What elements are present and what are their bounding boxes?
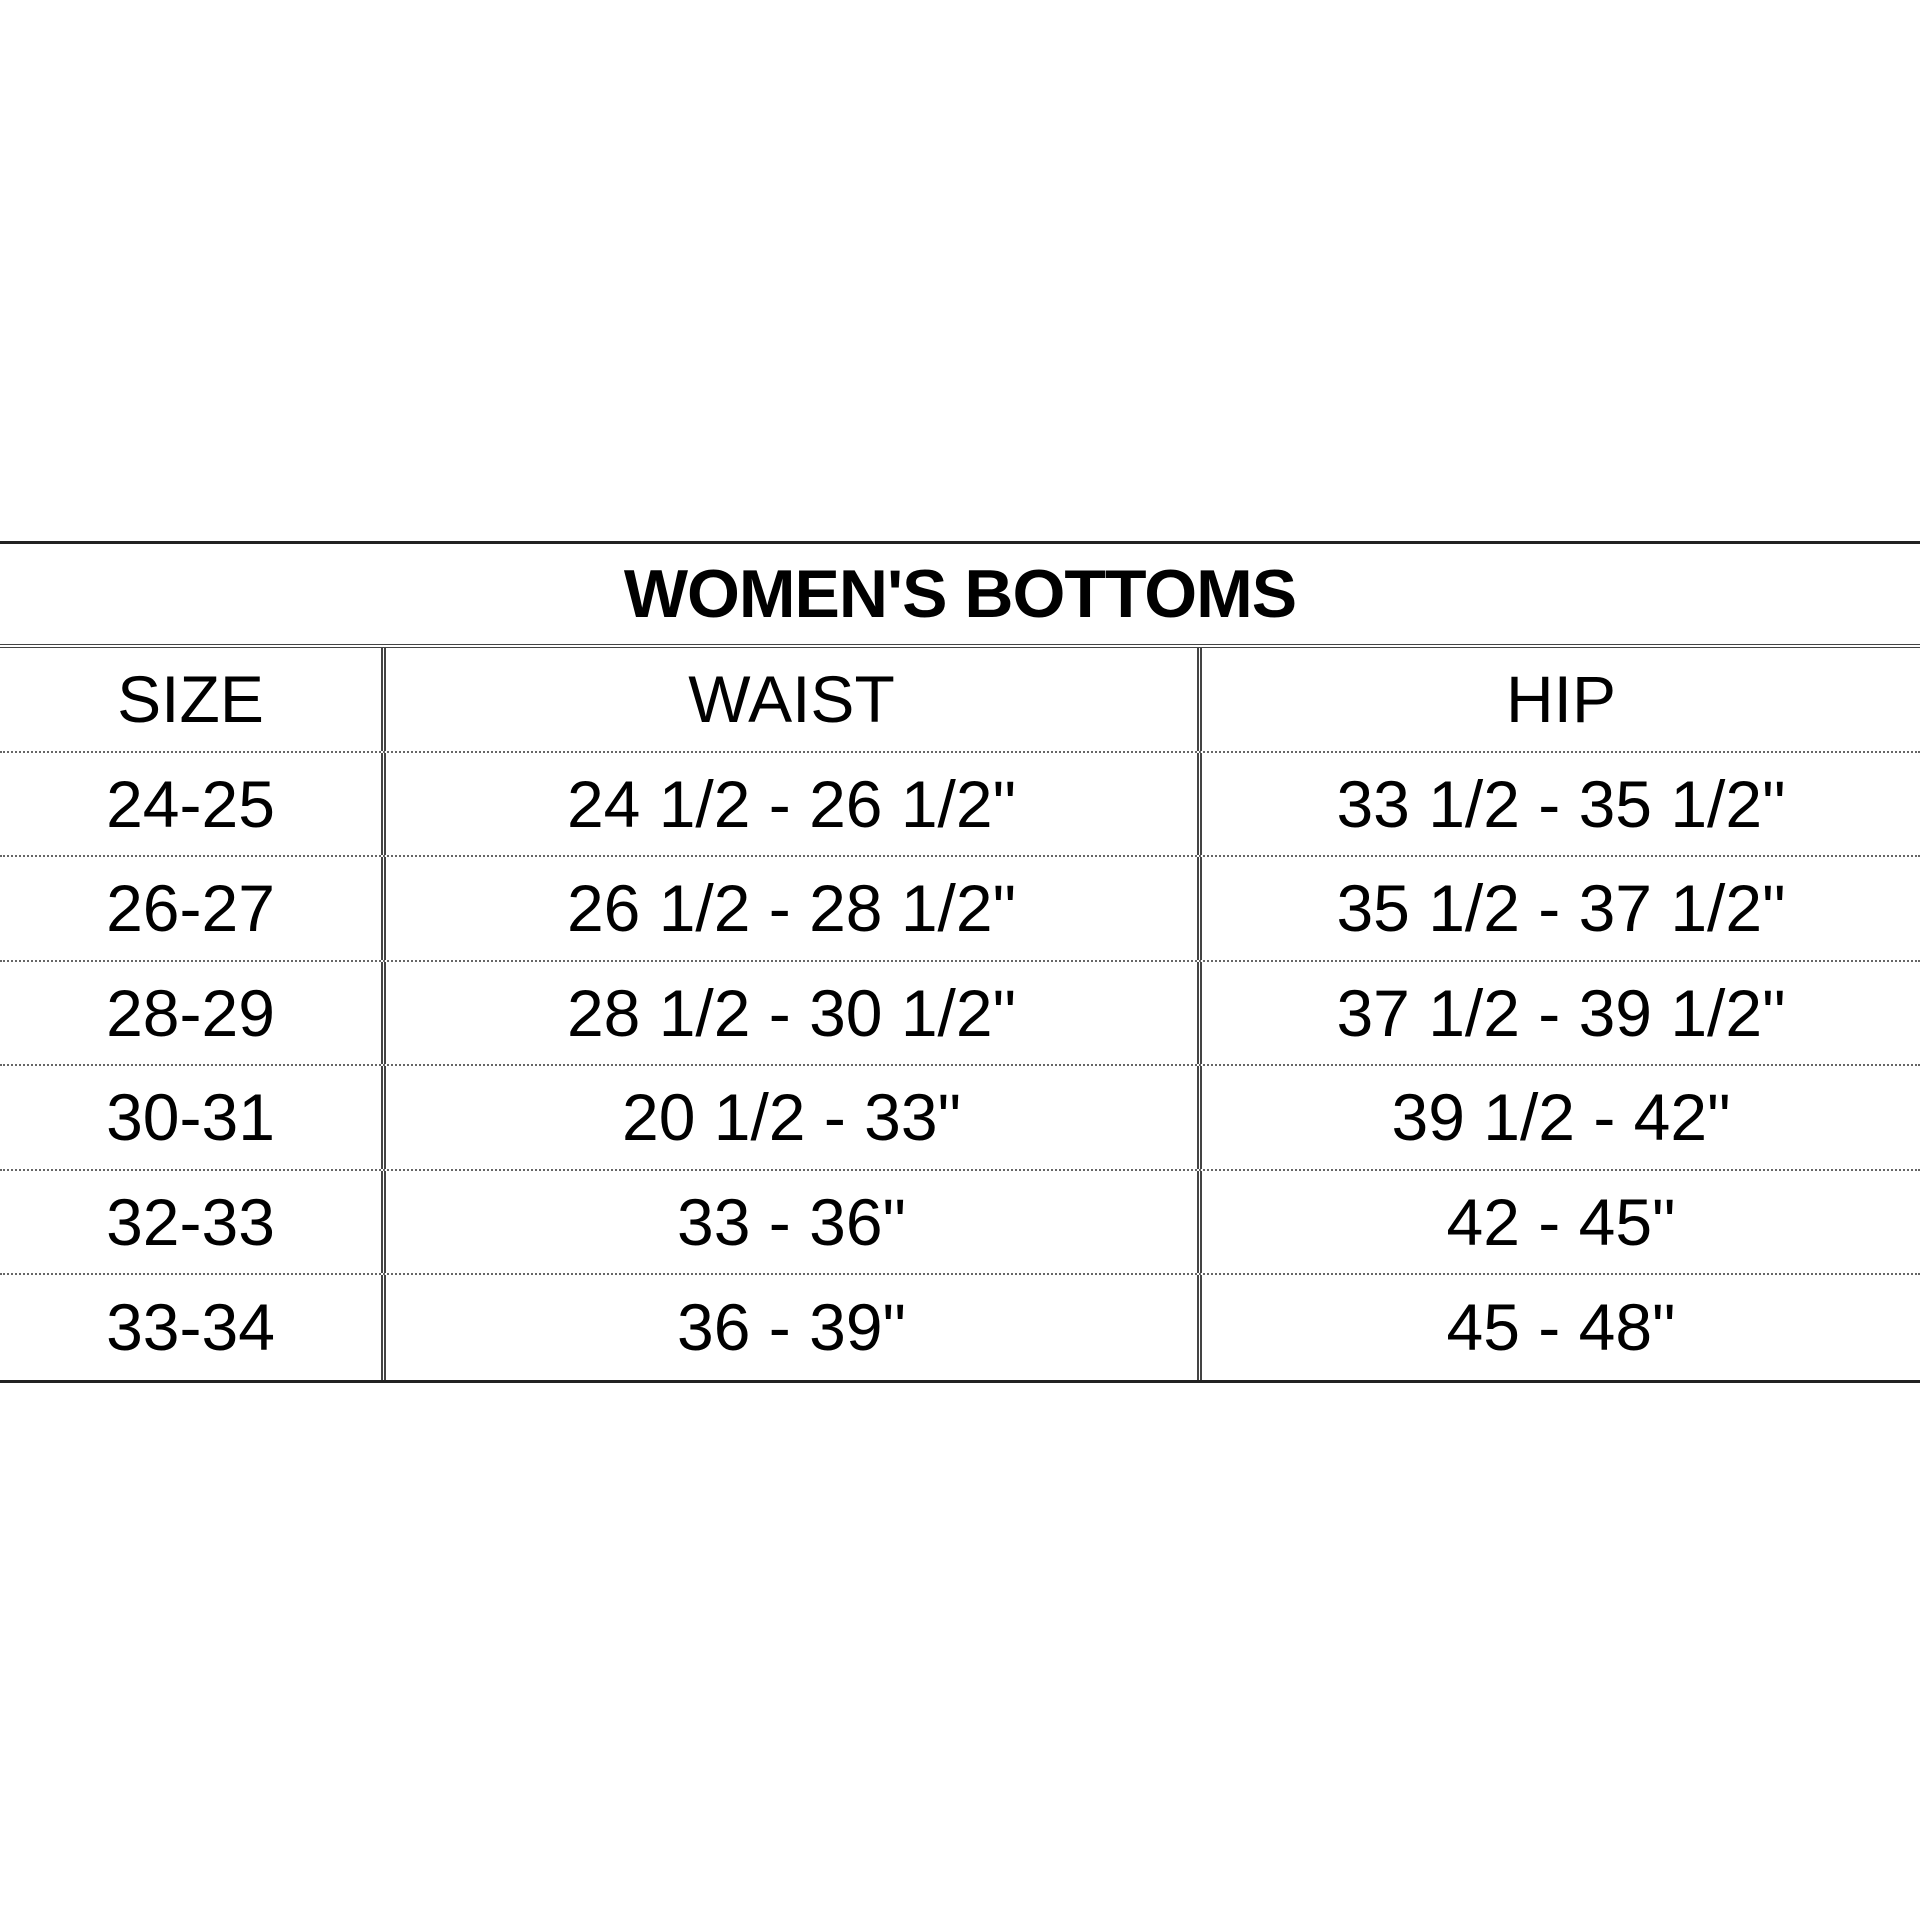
size-cell: 33-34 (0, 1275, 386, 1380)
table-row: 33-34 36 - 39" 45 - 48" (0, 1275, 1920, 1380)
waist-cell: 33 - 36" (386, 1170, 1202, 1273)
size-cell: 28-29 (0, 961, 386, 1064)
waist-cell: 24 1/2 - 26 1/2" (386, 752, 1202, 855)
table-title: WOMEN'S BOTTOMS (0, 544, 1920, 648)
hip-cell: 35 1/2 - 37 1/2" (1336, 871, 1786, 946)
size-chart-table: WOMEN'S BOTTOMS SIZE WAIST HIP 24-25 24 1… (0, 541, 1920, 1383)
table-row: 24-25 24 1/2 - 26 1/2" 33 1/2 - 35 1/2" (0, 752, 1920, 857)
hip-cell: 42 - 45" (1446, 1184, 1676, 1259)
table-row: 28-29 28 1/2 - 30 1/2" 37 1/2 - 39 1/2" (0, 961, 1920, 1066)
hip-cell: 45 - 48" (1446, 1290, 1676, 1365)
size-cell: 24-25 (0, 752, 386, 855)
hip-cell: 39 1/2 - 42" (1391, 1080, 1731, 1155)
header-hip: HIP (1505, 662, 1617, 737)
waist-cell: 20 1/2 - 33" (386, 1066, 1202, 1169)
waist-cell: 26 1/2 - 28 1/2" (386, 857, 1202, 960)
hip-cell: 37 1/2 - 39 1/2" (1336, 975, 1786, 1050)
waist-cell: 28 1/2 - 30 1/2" (386, 961, 1202, 1064)
table-row: 32-33 33 - 36" 42 - 45" (0, 1170, 1920, 1275)
table-row: 30-31 20 1/2 - 33" 39 1/2 - 42" (0, 1066, 1920, 1171)
size-cell: 26-27 (0, 857, 386, 960)
size-cell: 32-33 (0, 1170, 386, 1273)
header-row: SIZE WAIST HIP (0, 648, 1920, 753)
header-size: SIZE (0, 648, 386, 751)
size-cell: 30-31 (0, 1066, 386, 1169)
waist-cell: 36 - 39" (386, 1275, 1202, 1380)
hip-cell: 33 1/2 - 35 1/2" (1336, 766, 1786, 841)
table-row: 26-27 26 1/2 - 28 1/2" 35 1/2 - 37 1/2" (0, 857, 1920, 962)
header-waist: WAIST (386, 648, 1202, 751)
